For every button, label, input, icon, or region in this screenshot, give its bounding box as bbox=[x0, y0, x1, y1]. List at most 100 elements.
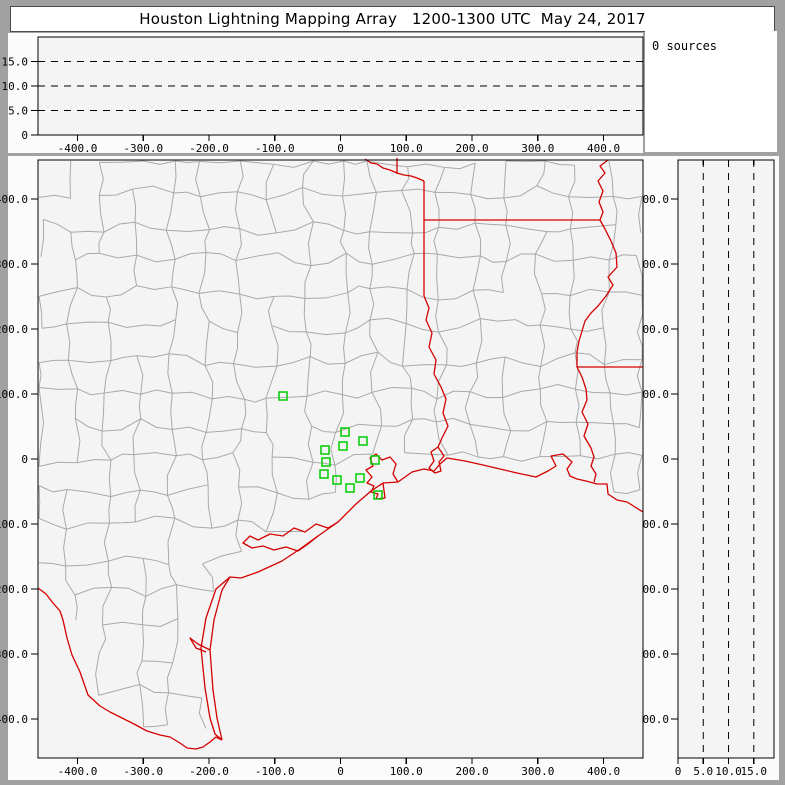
county-line bbox=[136, 660, 143, 685]
county-line bbox=[539, 421, 548, 457]
county-line bbox=[474, 222, 482, 256]
county-line bbox=[433, 398, 438, 423]
county-line bbox=[202, 459, 209, 485]
county-line bbox=[167, 484, 209, 496]
county-line bbox=[369, 319, 379, 353]
county-line bbox=[343, 332, 346, 364]
county-line bbox=[574, 352, 579, 390]
county-line bbox=[131, 188, 137, 223]
county-line bbox=[309, 356, 346, 365]
county-line bbox=[343, 160, 368, 165]
county-line bbox=[133, 454, 141, 491]
county-line bbox=[609, 453, 616, 493]
county-line bbox=[371, 386, 412, 393]
county-line bbox=[267, 296, 275, 326]
county-line bbox=[276, 221, 314, 234]
station-marker bbox=[373, 490, 383, 500]
county-line bbox=[212, 395, 245, 400]
county-line bbox=[504, 356, 541, 368]
county-line bbox=[170, 393, 173, 430]
county-line bbox=[310, 252, 347, 267]
county-line bbox=[369, 288, 375, 320]
county-line bbox=[141, 660, 173, 664]
county-line bbox=[105, 296, 111, 323]
county-line bbox=[168, 564, 177, 585]
county-line bbox=[403, 419, 414, 453]
county-line bbox=[199, 196, 211, 230]
county-line bbox=[134, 222, 138, 256]
county-line bbox=[274, 295, 305, 299]
county-line bbox=[613, 489, 641, 495]
county-line bbox=[164, 692, 169, 725]
county-line bbox=[98, 231, 105, 254]
county-line bbox=[38, 485, 41, 519]
county-line bbox=[330, 432, 337, 466]
county-line bbox=[366, 160, 377, 193]
county-line bbox=[265, 398, 268, 433]
county-line bbox=[304, 396, 313, 427]
county-line bbox=[472, 255, 481, 291]
county-line bbox=[145, 584, 177, 597]
county-line bbox=[66, 522, 110, 530]
county-line bbox=[235, 252, 279, 262]
county-line bbox=[540, 383, 576, 390]
county-line bbox=[447, 451, 479, 458]
alt-tick-label: 15.0 bbox=[2, 56, 29, 69]
county-line bbox=[305, 331, 312, 357]
station-marker bbox=[319, 469, 329, 479]
county-line bbox=[77, 287, 107, 298]
county-line bbox=[538, 366, 542, 389]
county-line bbox=[638, 392, 643, 428]
county-line bbox=[202, 452, 233, 461]
county-line bbox=[205, 252, 236, 262]
county-line bbox=[344, 292, 351, 334]
county-line bbox=[510, 421, 548, 432]
county-line bbox=[236, 160, 244, 192]
county-line bbox=[175, 584, 179, 619]
county-line bbox=[480, 318, 516, 322]
county-line bbox=[233, 363, 246, 400]
county-line bbox=[335, 423, 382, 433]
county-line bbox=[276, 356, 311, 367]
county-line bbox=[444, 162, 476, 170]
county-line bbox=[311, 425, 336, 433]
ns-tick-label: -100.0 bbox=[0, 518, 28, 531]
county-line bbox=[198, 290, 240, 295]
plan-view-plot-area[interactable] bbox=[38, 160, 643, 758]
county-line bbox=[306, 356, 311, 397]
county-line bbox=[133, 255, 138, 286]
county-line bbox=[208, 320, 238, 333]
county-line bbox=[570, 327, 604, 332]
county-line bbox=[38, 562, 66, 567]
county-line bbox=[334, 465, 337, 493]
county-line bbox=[265, 492, 278, 532]
county-line bbox=[237, 191, 267, 201]
county-line bbox=[38, 422, 44, 467]
county-line bbox=[433, 227, 440, 255]
ew-tick-label: -200.0 bbox=[189, 142, 229, 155]
county-line bbox=[334, 453, 373, 466]
county-line bbox=[568, 165, 576, 197]
county-line bbox=[69, 160, 72, 199]
altitude-ns-plot-area[interactable] bbox=[678, 160, 774, 758]
county-line bbox=[306, 390, 343, 397]
county-line bbox=[265, 365, 278, 399]
ew-tick-label: 200.0 bbox=[455, 142, 488, 155]
county-line bbox=[171, 429, 177, 456]
county-line bbox=[233, 332, 239, 364]
county-line bbox=[345, 319, 371, 334]
ew-tick-label: 0 bbox=[337, 765, 344, 778]
county-line bbox=[345, 253, 349, 293]
county-line bbox=[271, 325, 279, 367]
county-line bbox=[265, 164, 275, 200]
county-line bbox=[135, 515, 175, 523]
lma-stations bbox=[278, 391, 383, 500]
county-line bbox=[174, 252, 206, 260]
county-line bbox=[239, 293, 275, 300]
county-line bbox=[95, 652, 100, 696]
county-line bbox=[446, 362, 477, 368]
county-line bbox=[540, 352, 576, 367]
county-line bbox=[545, 160, 575, 166]
boundary-mississippi-river bbox=[576, 159, 618, 483]
county-line bbox=[303, 298, 307, 332]
